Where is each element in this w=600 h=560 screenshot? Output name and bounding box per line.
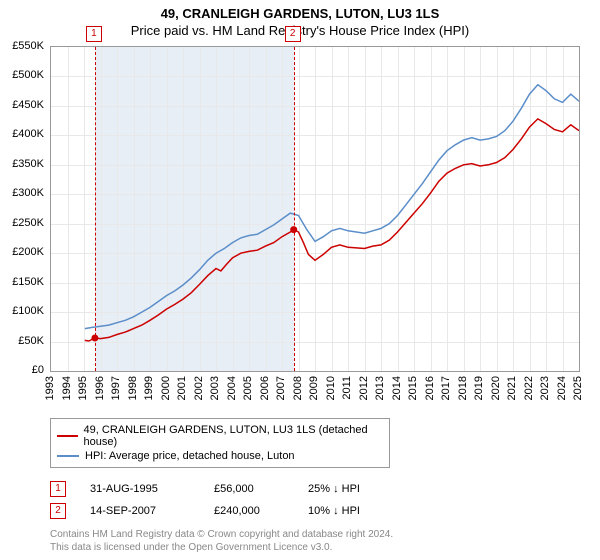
x-tick-label: 1993 — [44, 376, 56, 400]
x-tick-label: 2019 — [473, 376, 485, 400]
marker-box-1: 1 — [86, 26, 102, 42]
chart-area: £0£50K£100K£150K£200K£250K£300K£350K£400… — [50, 46, 580, 372]
x-tick-label: 2004 — [226, 376, 238, 400]
x-tick-label: 2012 — [358, 376, 370, 400]
footer-attribution: Contains HM Land Registry data © Crown c… — [50, 528, 393, 554]
x-tick-label: 2022 — [523, 376, 535, 400]
x-tick-label: 2003 — [209, 376, 221, 400]
x-tick-label: 2011 — [341, 376, 353, 400]
marker-dashed-line — [294, 47, 295, 371]
marker-box-2: 2 — [285, 26, 301, 42]
y-tick-label: £300K — [0, 187, 44, 199]
x-tick-label: 2023 — [539, 376, 551, 400]
x-tick-label: 2009 — [308, 376, 320, 400]
x-tick-label: 2001 — [176, 376, 188, 400]
sale-price: £56,000 — [214, 483, 284, 495]
x-tick-label: 1997 — [110, 376, 122, 400]
series-hpi — [85, 85, 579, 329]
y-tick-label: £250K — [0, 217, 44, 229]
y-tick-label: £100K — [0, 305, 44, 317]
marker-dashed-line — [95, 47, 96, 371]
footer-line-1: Contains HM Land Registry data © Crown c… — [50, 528, 393, 541]
legend-row: 49, CRANLEIGH GARDENS, LUTON, LU3 1LS (d… — [57, 423, 383, 449]
legend-and-sales: 49, CRANLEIGH GARDENS, LUTON, LU3 1LS (d… — [50, 418, 580, 522]
x-tick-label: 2013 — [374, 376, 386, 400]
sale-date: 14-SEP-2007 — [90, 505, 190, 517]
chart-svg — [51, 47, 579, 371]
x-tick-label: 1995 — [77, 376, 89, 400]
x-tick-label: 2014 — [391, 376, 403, 400]
y-tick-label: £0 — [0, 364, 44, 376]
y-tick-label: £550K — [0, 40, 44, 52]
y-tick-label: £350K — [0, 158, 44, 170]
x-tick-label: 1999 — [143, 376, 155, 400]
x-tick-label: 2017 — [440, 376, 452, 400]
x-tick-label: 2008 — [292, 376, 304, 400]
x-tick-label: 2005 — [242, 376, 254, 400]
sale-marker-box: 1 — [50, 481, 66, 497]
y-tick-label: £450K — [0, 99, 44, 111]
y-tick-label: £150K — [0, 276, 44, 288]
x-tick-label: 1998 — [127, 376, 139, 400]
x-tick-label: 2007 — [275, 376, 287, 400]
legend-swatch — [57, 435, 78, 437]
y-tick-label: £500K — [0, 69, 44, 81]
legend-swatch — [57, 455, 79, 457]
x-tick-label: 2016 — [424, 376, 436, 400]
x-tick-label: 2020 — [490, 376, 502, 400]
x-tick-label: 2024 — [556, 376, 568, 400]
sale-marker-box: 2 — [50, 503, 66, 519]
legend-row: HPI: Average price, detached house, Luto… — [57, 449, 383, 463]
y-tick-label: £400K — [0, 128, 44, 140]
title-address: 49, CRANLEIGH GARDENS, LUTON, LU3 1LS — [0, 6, 600, 21]
x-tick-label: 2010 — [325, 376, 337, 400]
x-tick-label: 1994 — [61, 376, 73, 400]
legend-text: HPI: Average price, detached house, Luto… — [85, 450, 295, 462]
sale-diff: 25% ↓ HPI — [308, 483, 398, 495]
x-tick-label: 2021 — [506, 376, 518, 400]
x-tick-label: 1996 — [94, 376, 106, 400]
sale-rows: 1 31-AUG-1995 £56,000 25% ↓ HPI 2 14-SEP-2007… — [50, 478, 580, 522]
sale-diff: 10% ↓ HPI — [308, 505, 398, 517]
legend-text: 49, CRANLEIGH GARDENS, LUTON, LU3 1LS (d… — [84, 424, 383, 448]
x-tick-label: 2018 — [457, 376, 469, 400]
footer-line-2: This data is licensed under the Open Gov… — [50, 541, 393, 554]
sale-row: 1 31-AUG-1995 £56,000 25% ↓ HPI — [50, 478, 580, 500]
legend-box: 49, CRANLEIGH GARDENS, LUTON, LU3 1LS (d… — [50, 418, 390, 468]
sale-row: 2 14-SEP-2007 £240,000 10% ↓ HPI — [50, 500, 580, 522]
x-tick-label: 2015 — [407, 376, 419, 400]
y-tick-label: £50K — [0, 335, 44, 347]
plot-area — [50, 46, 580, 372]
x-tick-label: 2002 — [193, 376, 205, 400]
x-tick-label: 2006 — [259, 376, 271, 400]
chart-container: { "title_line1": "49, CRANLEIGH GARDENS,… — [0, 0, 600, 560]
x-tick-label: 2000 — [160, 376, 172, 400]
x-tick-label: 2025 — [572, 376, 584, 400]
y-tick-label: £200K — [0, 246, 44, 258]
sale-date: 31-AUG-1995 — [90, 483, 190, 495]
sale-price: £240,000 — [214, 505, 284, 517]
